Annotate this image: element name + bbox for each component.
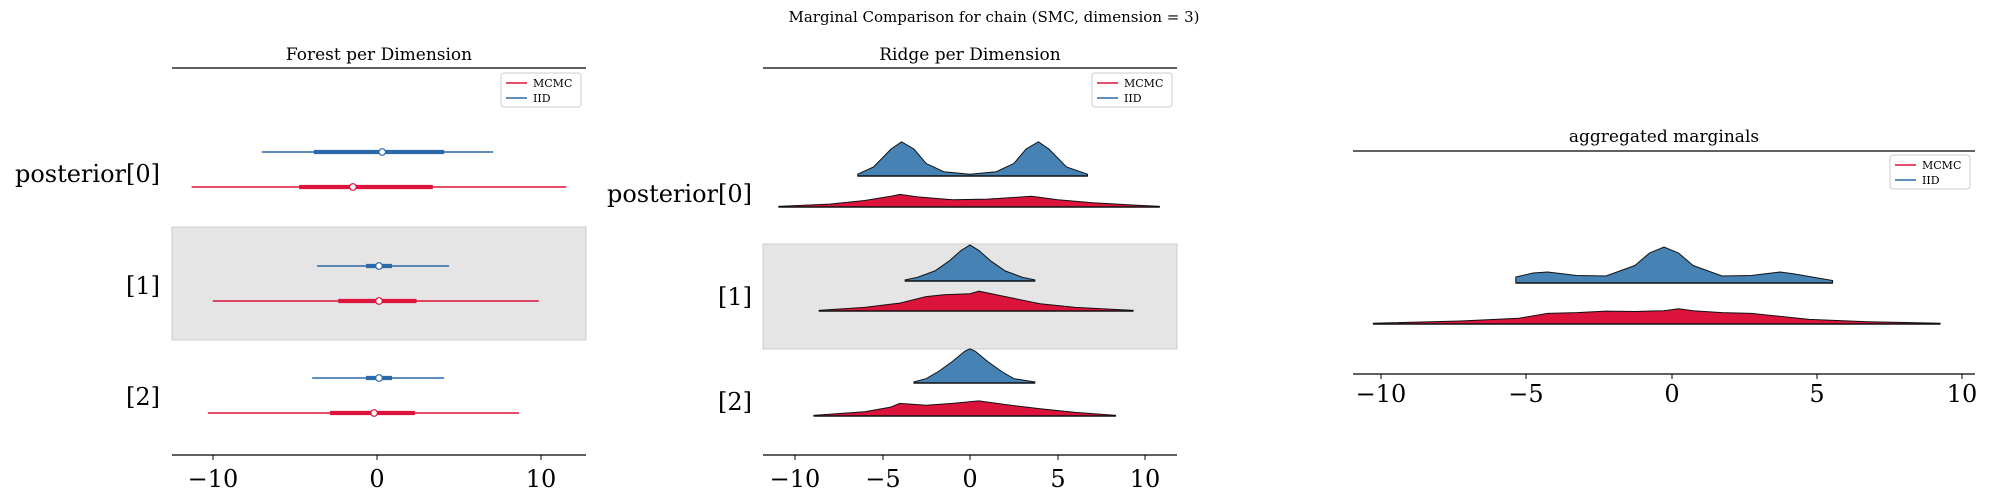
legend-label-mcmc: MCMC bbox=[533, 77, 572, 90]
area-iid bbox=[1515, 246, 1834, 284]
tick-group: −10 0 10 bbox=[188, 455, 557, 493]
area-mcmc bbox=[1372, 308, 1941, 325]
x-tick-label: −10 bbox=[188, 465, 239, 493]
median-point-iid bbox=[378, 148, 387, 156]
x-tick-label: 5 bbox=[1050, 465, 1065, 493]
ridge-mcmc bbox=[813, 400, 1117, 417]
x-tick-label: 10 bbox=[1130, 465, 1161, 493]
ridge-mcmc bbox=[818, 290, 1134, 312]
tick-group: −10 −5 0 5 10 bbox=[1356, 374, 1978, 408]
median-point-iid bbox=[375, 374, 383, 382]
x-tick-label: 10 bbox=[526, 465, 557, 493]
panel-title: Ridge per Dimension bbox=[879, 45, 1061, 65]
median-point-mcmc bbox=[349, 183, 357, 191]
row-label-0: posterior[0] bbox=[15, 160, 160, 188]
median-point-iid bbox=[375, 262, 383, 270]
tick-group: −10 −5 0 5 10 bbox=[770, 455, 1161, 493]
aggregated-marks bbox=[1372, 246, 1941, 325]
ridge-iid bbox=[913, 348, 1036, 384]
aggregated-panel: aggregated marginals −10 −5 0 5 10 MCMC … bbox=[1353, 127, 1977, 408]
legend: MCMC IID bbox=[1091, 72, 1173, 108]
x-tick-label: −5 bbox=[1508, 380, 1543, 408]
ridge-panel: Ridge per Dimension posterior[0] [1] [2]… bbox=[607, 45, 1178, 493]
legend-label-iid: IID bbox=[533, 92, 551, 105]
x-tick-label: −10 bbox=[1356, 380, 1407, 408]
ridge-iid bbox=[904, 244, 1036, 282]
legend-label-mcmc: MCMC bbox=[1922, 159, 1961, 172]
median-point-mcmc bbox=[375, 297, 383, 305]
x-tick-label: 10 bbox=[1947, 380, 1978, 408]
forest-panel: Forest per Dimension posterior[0] [1] [2… bbox=[15, 45, 587, 493]
legend-label-mcmc: MCMC bbox=[1124, 77, 1163, 90]
x-tick-label: −5 bbox=[865, 465, 900, 493]
ridge-iid bbox=[857, 141, 1089, 177]
row-label-1: [1] bbox=[126, 272, 160, 300]
shaded-band bbox=[171, 226, 587, 341]
legend: MCMC IID bbox=[500, 72, 582, 108]
forest-marks bbox=[191, 148, 567, 417]
row-label-1: [1] bbox=[718, 283, 752, 311]
ridge-marks bbox=[778, 141, 1161, 417]
ridge-mcmc bbox=[778, 193, 1161, 208]
legend-label-iid: IID bbox=[1124, 92, 1142, 105]
median-point-mcmc bbox=[370, 409, 379, 417]
panel-title: aggregated marginals bbox=[1569, 127, 1759, 147]
x-tick-label: 0 bbox=[369, 465, 384, 493]
x-tick-label: −10 bbox=[770, 465, 821, 493]
x-tick-label: 5 bbox=[1809, 380, 1824, 408]
legend-label-iid: IID bbox=[1922, 174, 1940, 187]
figure-title: Marginal Comparison for chain (SMC, dime… bbox=[788, 8, 1199, 26]
row-label-2: [2] bbox=[126, 383, 160, 411]
x-tick-label: 0 bbox=[1664, 380, 1679, 408]
panel-title: Forest per Dimension bbox=[286, 45, 472, 65]
row-label-2: [2] bbox=[718, 388, 752, 416]
row-label-0: posterior[0] bbox=[607, 180, 752, 208]
x-tick-label: 0 bbox=[962, 465, 977, 493]
legend: MCMC IID bbox=[1889, 154, 1971, 190]
